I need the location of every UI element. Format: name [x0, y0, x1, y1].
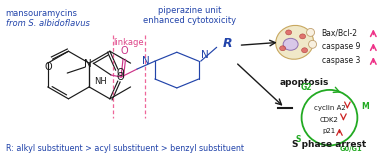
- Text: R: alkyl substituent > acyl substituent > benzyl substituent: R: alkyl substituent > acyl substituent …: [6, 144, 244, 153]
- Text: from S. albidoflavus: from S. albidoflavus: [6, 18, 90, 27]
- Text: M: M: [362, 102, 369, 110]
- Text: O: O: [120, 46, 128, 56]
- Text: caspase 3: caspase 3: [322, 56, 360, 65]
- Ellipse shape: [300, 34, 305, 39]
- Text: G2: G2: [301, 83, 312, 92]
- Text: NH: NH: [94, 77, 107, 86]
- Text: S phase arrest: S phase arrest: [292, 140, 367, 149]
- Text: p21: p21: [323, 128, 336, 134]
- Text: caspase 9: caspase 9: [322, 42, 360, 51]
- Text: N: N: [142, 56, 150, 66]
- Text: CDK2: CDK2: [320, 117, 339, 123]
- Text: cyclin A2: cyclin A2: [314, 105, 345, 111]
- Text: O: O: [116, 68, 124, 78]
- Text: G0/G1: G0/G1: [340, 146, 363, 152]
- Text: N: N: [201, 50, 209, 60]
- Text: R: R: [223, 37, 232, 50]
- Ellipse shape: [283, 38, 298, 50]
- Text: enhanced cytotoxicity: enhanced cytotoxicity: [143, 15, 237, 24]
- Ellipse shape: [280, 46, 286, 51]
- Text: S: S: [296, 135, 301, 144]
- Text: O: O: [116, 72, 124, 82]
- Text: N: N: [84, 59, 92, 69]
- Ellipse shape: [302, 48, 308, 53]
- Ellipse shape: [286, 30, 291, 35]
- Circle shape: [308, 40, 316, 48]
- Text: piperazine unit: piperazine unit: [158, 6, 222, 15]
- Circle shape: [307, 28, 314, 36]
- Text: mansouramycins: mansouramycins: [6, 9, 77, 18]
- Text: linkage: linkage: [114, 38, 144, 47]
- Ellipse shape: [276, 25, 313, 59]
- Text: apoptosis: apoptosis: [280, 78, 329, 87]
- Text: Bax/Bcl-2: Bax/Bcl-2: [322, 28, 358, 37]
- Text: O: O: [45, 62, 52, 72]
